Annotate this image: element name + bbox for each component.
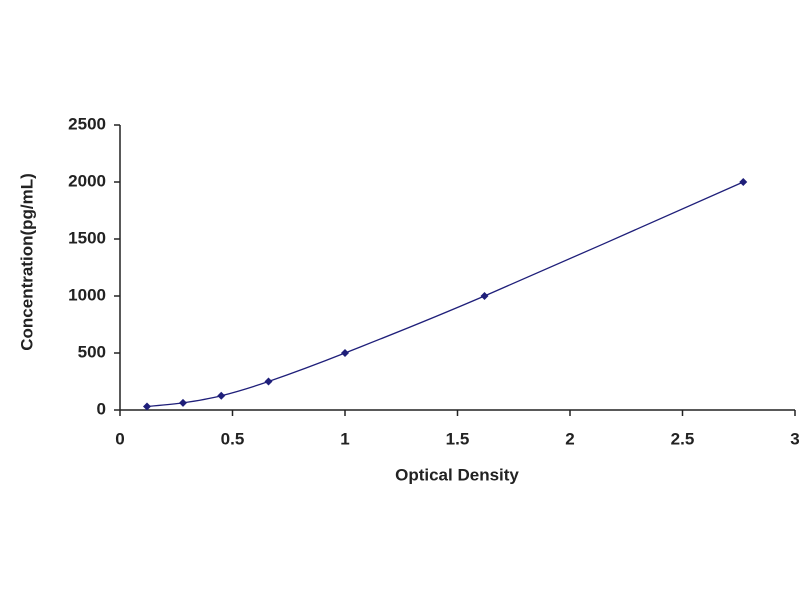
x-tick-label: 2 [565,429,574,448]
x-tick-label: 2.5 [671,429,695,448]
point [217,391,226,400]
y-tick-label: 500 [78,342,106,361]
point [739,178,748,186]
x-tick-label: 0 [115,429,124,448]
point [264,377,273,386]
x-tick-label: 0.5 [221,429,245,448]
y-tick-label: 2000 [68,171,106,190]
y-tick-label: 0 [97,399,106,418]
y-axis-label: Concentration(pg/mL) [17,173,36,351]
fit-line [146,181,744,408]
point [143,402,151,411]
x-axis-label: Optical Density [395,465,519,484]
x-tick-label: 1.5 [446,429,470,448]
y-tick-label: 1000 [68,285,106,304]
y-tick-label: 2500 [68,114,106,133]
point [480,292,489,300]
x-tick-label: 3 [790,429,799,448]
y-tick-label: 1500 [68,228,106,247]
point [341,349,349,357]
x-tick-label: 1 [340,429,349,448]
point [179,398,187,407]
